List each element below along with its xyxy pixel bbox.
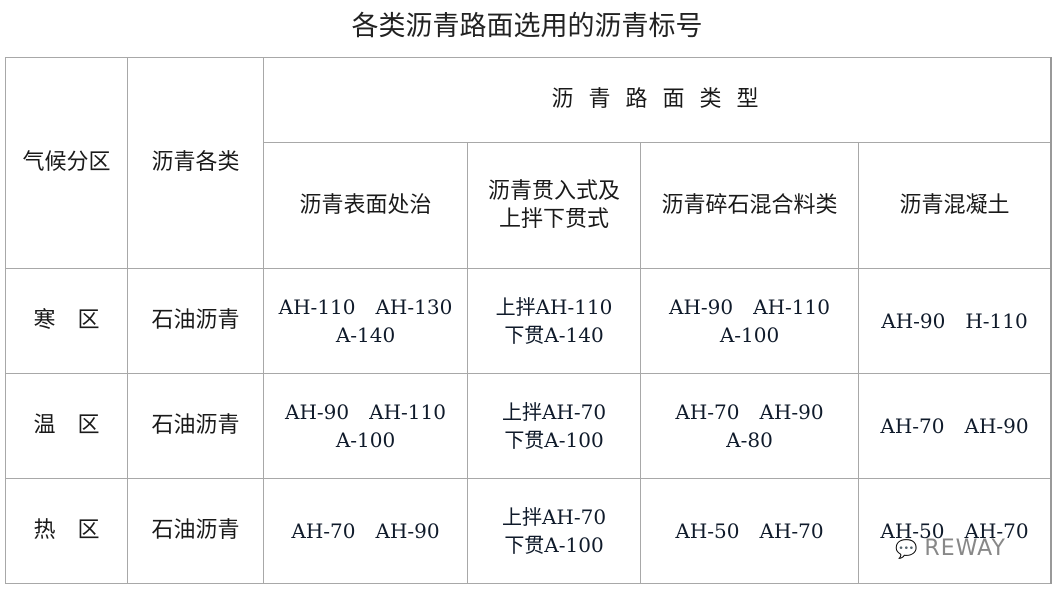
zone-cell: 寒 区 [5, 268, 128, 374]
grade-line: A-80 [726, 428, 773, 452]
zone-cell: 温 区 [5, 373, 128, 479]
grade-line: 下贯A-100 [504, 428, 604, 452]
grade-cell: AH-50 AH-70 [858, 478, 1051, 584]
grade-cell: AH-50 AH-70 [640, 478, 859, 584]
grade-cell: AH-90 AH-110 A-100 [640, 268, 859, 374]
asphalt-grade-table: 气候分区 沥青各类 沥 青 路 面 类 型 沥青表面处治 沥青贯入式及 上拌下贯式沥… [5, 57, 1051, 584]
header-type-line: 沥青贯入式及 [487, 178, 620, 204]
grade-cell: AH-90 H-110 [858, 268, 1051, 374]
header-climate: 气候分区 [5, 57, 128, 269]
grade-line: AH-50 AH-70 [880, 519, 1029, 543]
grade-line: AH-90 H-110 [881, 309, 1028, 333]
header-type: 沥青混凝土 [858, 142, 1051, 269]
zone-cell: 热 区 [5, 478, 128, 584]
table-row: 寒 区石油沥青 AH-110 AH-130 A-140 上拌AH-110 下贯A-140… [5, 268, 1051, 374]
grade-line: 上拌AH-110 [495, 295, 613, 319]
header-type: 沥青表面处治 [263, 142, 468, 269]
grade-cell: AH-110 AH-130 A-140 [263, 268, 468, 374]
asphalt-cell: 石油沥青 [127, 268, 264, 374]
grade-line: AH-110 AH-130 [278, 295, 453, 319]
grade-line: A-100 [335, 428, 396, 452]
grade-line: AH-70 AH-90 [675, 400, 824, 424]
wechat-icon: 💬 [895, 539, 919, 560]
grade-line: 下贯A-140 [504, 323, 604, 347]
header-type: 沥青碎石混合料类 [640, 142, 859, 269]
grade-line: AH-90 AH-110 [669, 295, 830, 319]
watermark: 💬 REWAY [895, 536, 1006, 561]
grade-cell: AH-70 AH-90 [263, 478, 468, 584]
grade-cell: 上拌AH-110 下贯A-140 [467, 268, 641, 374]
grade-cell: AH-90 AH-110 A-100 [263, 373, 468, 479]
grade-line: AH-90 AH-110 [285, 400, 446, 424]
table-row: 热 区石油沥青 AH-70 AH-90 上拌AH-70 下贯A-100 AH-50 AH… [5, 478, 1051, 584]
table-row: 温 区石油沥青 AH-90 AH-110 A-100 上拌AH-70 下贯A-100 AH… [5, 373, 1051, 479]
grade-line: AH-50 AH-70 [675, 519, 824, 543]
header-type-line: 沥青表面处治 [299, 192, 432, 218]
grade-cell: 上拌AH-70 下贯A-100 [467, 478, 641, 584]
page-title: 各类沥青路面选用的沥青标号 [351, 11, 703, 42]
header-type-line: 沥青碎石混合料类 [661, 192, 838, 218]
asphalt-cell: 石油沥青 [127, 373, 264, 479]
grade-cell: 上拌AH-70 下贯A-100 [467, 373, 641, 479]
header-type-line: 沥青混凝土 [899, 192, 1010, 218]
grade-line: 上拌AH-70 [501, 505, 607, 529]
grade-cell: AH-70 AH-90 A-80 [640, 373, 859, 479]
asphalt-cell: 石油沥青 [127, 478, 264, 584]
grade-line: 下贯A-100 [504, 533, 604, 557]
header-type: 沥青贯入式及 上拌下贯式 [467, 142, 641, 269]
grade-line: A-100 [719, 323, 780, 347]
header-pavement-type: 沥 青 路 面 类 型 [263, 57, 1051, 143]
header-type-line: 上拌下贯式 [498, 206, 609, 232]
table-border [1050, 57, 1052, 584]
header-asphalt: 沥青各类 [127, 57, 264, 269]
grade-line: 上拌AH-70 [501, 400, 607, 424]
grade-line: A-140 [335, 323, 396, 347]
grade-line: AH-70 AH-90 [880, 414, 1029, 438]
grade-cell: AH-70 AH-90 [858, 373, 1051, 479]
grade-line: AH-70 AH-90 [291, 519, 440, 543]
